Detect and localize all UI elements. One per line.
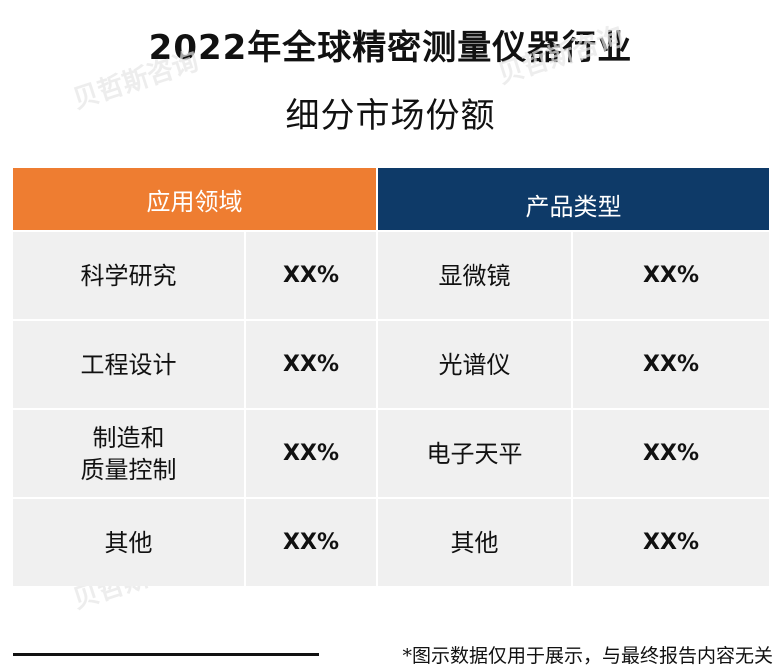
- application-share-cell: XX%: [246, 232, 376, 319]
- product-share-cell: XX%: [573, 499, 769, 586]
- title-line-1: 2022年全球精密测量仪器行业: [148, 28, 633, 68]
- application-cell: 科学研究: [13, 232, 244, 319]
- product-cell: 其他: [378, 499, 571, 586]
- product-type-header: 产品类型: [378, 168, 769, 230]
- application-cell: 其他: [13, 499, 244, 586]
- product-share-cell: XX%: [573, 410, 769, 497]
- product-cell: 光谱仪: [378, 321, 571, 408]
- application-cell-line-2: 质量控制: [80, 455, 177, 484]
- application-header: 应用领域: [13, 168, 376, 230]
- footer-rule: [13, 653, 319, 656]
- footer-note: *图示数据仅用于展示，与最终报告内容无关: [402, 645, 773, 667]
- application-share-cell: XX%: [246, 499, 376, 586]
- application-cell-line-1: 制造和: [92, 423, 165, 452]
- application-cell: 制造和 质量控制: [13, 410, 244, 497]
- product-share-cell: XX%: [573, 321, 769, 408]
- application-share-cell: XX%: [246, 321, 376, 408]
- application-share-cell: XX%: [246, 410, 376, 497]
- title-line-2: 细分市场份额: [285, 96, 496, 136]
- product-cell: 显微镜: [378, 232, 571, 319]
- product-share-cell: XX%: [573, 232, 769, 319]
- application-cell: 工程设计: [13, 321, 244, 408]
- application-header-label: 应用领域: [146, 187, 243, 216]
- product-cell: 电子天平: [378, 410, 571, 497]
- product-type-header-label: 产品类型: [525, 192, 622, 221]
